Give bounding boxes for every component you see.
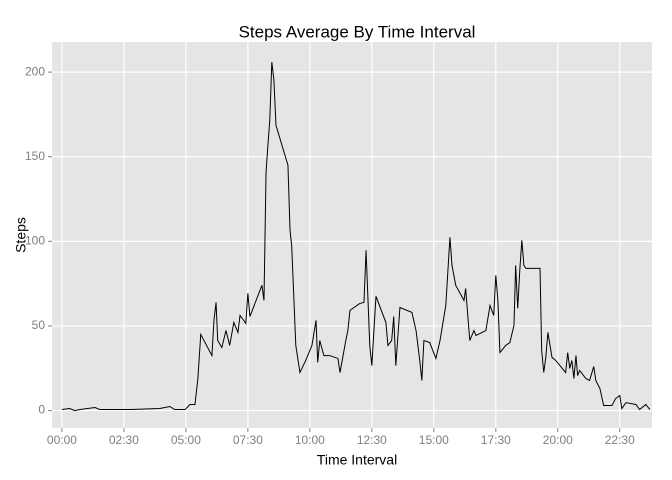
x-tick-label: 17:30 xyxy=(481,433,511,447)
x-tick-label: 20:00 xyxy=(543,433,573,447)
x-tick-label: 10:00 xyxy=(295,433,325,447)
y-tick-label: 200 xyxy=(25,64,45,78)
x-tick-label: 02:30 xyxy=(109,433,139,447)
chart-title: Steps Average By Time Interval xyxy=(239,22,476,41)
x-tick-label: 05:00 xyxy=(171,433,201,447)
x-tick-label: 07:30 xyxy=(233,433,263,447)
y-tick-label: 50 xyxy=(32,318,46,332)
x-tick-label: 12:30 xyxy=(357,433,387,447)
plot-panel xyxy=(52,42,652,428)
x-tick-label: 00:00 xyxy=(47,433,77,447)
y-tick-label: 100 xyxy=(25,234,45,248)
x-axis-title: Time Interval xyxy=(317,452,397,468)
x-tick-label: 22:30 xyxy=(605,433,635,447)
y-axis-title: Steps xyxy=(13,217,29,253)
data-line xyxy=(61,62,651,412)
x-tick-label: 15:00 xyxy=(419,433,449,447)
y-tick-label: 150 xyxy=(25,149,45,163)
y-tick-label: 0 xyxy=(38,403,45,417)
